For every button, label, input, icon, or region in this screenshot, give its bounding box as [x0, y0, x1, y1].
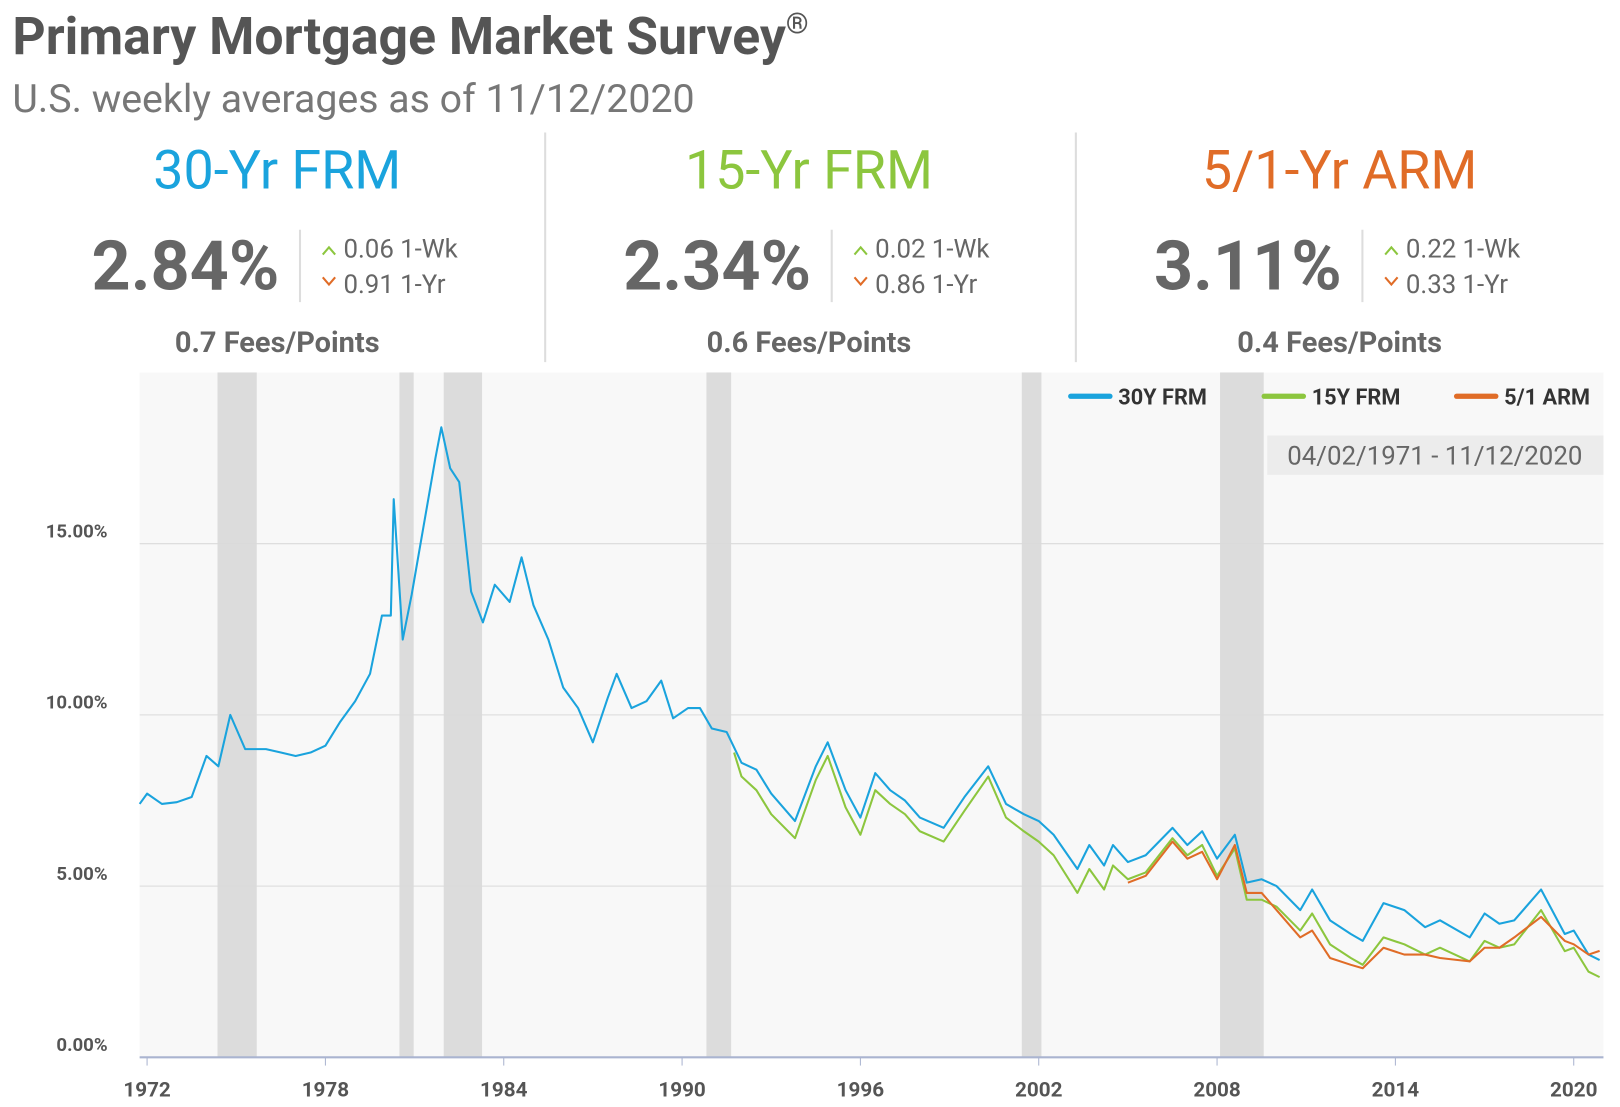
- card-title: 15-Yr FRM: [685, 139, 933, 202]
- subtitle: U.S. weekly averages as of 11/12/2020: [12, 76, 694, 122]
- y-tick-label: 0.00%: [56, 1034, 107, 1056]
- title-mark: ®: [786, 7, 809, 41]
- legend-label: 30Y FRM: [1118, 386, 1207, 411]
- year-change-value: 0.86: [875, 270, 925, 300]
- x-tick-label: 1990: [658, 1079, 705, 1103]
- x-tick-label: 2014: [1372, 1079, 1420, 1103]
- year-change: 0.91 1-Yr: [343, 270, 445, 300]
- week-change-period: 1-Wk: [400, 235, 459, 265]
- y-tick-label: 5.00%: [56, 863, 107, 885]
- card-rate: 3.11%: [1154, 227, 1342, 307]
- x-tick-label: 2002: [1015, 1079, 1063, 1103]
- up-arrow: [1384, 245, 1399, 256]
- year-change: 0.33 1-Yr: [1406, 270, 1508, 300]
- legend-label: 15Y FRM: [1312, 386, 1401, 411]
- week-change: 0.02 1-Wk: [875, 235, 990, 265]
- series-line: [733, 752, 1601, 979]
- year-change-period: 1-Yr: [932, 270, 978, 300]
- down-arrow: [321, 276, 336, 287]
- week-change-value: 0.06: [343, 235, 393, 265]
- week-change-period: 1-Wk: [1462, 235, 1521, 265]
- week-change-value: 0.22: [1406, 235, 1456, 265]
- week-change-period: 1-Wk: [932, 235, 991, 265]
- year-change: 0.86 1-Yr: [875, 270, 977, 300]
- x-tick-label: 1972: [123, 1079, 171, 1103]
- x-tick-label: 2020: [1550, 1079, 1597, 1103]
- title-text: Primary Mortgage Market Survey: [12, 6, 785, 67]
- y-tick-label: 15.00%: [46, 520, 108, 542]
- year-change-value: 0.91: [343, 270, 393, 300]
- date-range: 04/02/1971 - 11/12/2020: [1287, 442, 1582, 472]
- legend-label: 5/1 ARM: [1504, 386, 1590, 411]
- card-rate: 2.34%: [623, 227, 811, 307]
- card-fees: 0.4 Fees/Points: [1237, 326, 1442, 360]
- page-title: Primary Mortgage Market Survey®: [12, 6, 808, 67]
- down-arrow: [853, 276, 868, 287]
- card-rate: 2.84%: [92, 227, 280, 307]
- year-change-value: 0.33: [1406, 270, 1456, 300]
- year-change-period: 1-Yr: [400, 270, 446, 300]
- x-tick-label: 2008: [1193, 1079, 1240, 1103]
- plot: 0.00% 5.00% 10.00% 15.00% 1972 1978 1984 1990 19…: [46, 372, 1604, 1103]
- card-fees: 0.6 Fees/Points: [707, 326, 912, 360]
- up-arrow: [321, 245, 336, 256]
- up-arrow: [853, 245, 868, 256]
- x-tick-label: 1996: [837, 1079, 885, 1103]
- card-title: 5/1-Yr ARM: [1202, 139, 1478, 202]
- y-tick-label: 10.00%: [46, 692, 108, 714]
- week-change: 0.06 1-Wk: [343, 235, 458, 265]
- week-change-value: 0.02: [875, 235, 925, 265]
- x-tick-label: 1978: [302, 1079, 349, 1103]
- card-fees: 0.7 Fees/Points: [175, 326, 380, 360]
- card-title: 30-Yr FRM: [153, 139, 401, 202]
- date-range-box: [1267, 435, 1604, 475]
- x-tick-label: 1984: [480, 1079, 528, 1103]
- year-change-period: 1-Yr: [1462, 270, 1508, 300]
- series-line: [1127, 840, 1600, 970]
- down-arrow: [1384, 276, 1399, 287]
- series-line: [138, 426, 1601, 961]
- week-change: 0.22 1-Wk: [1406, 235, 1521, 265]
